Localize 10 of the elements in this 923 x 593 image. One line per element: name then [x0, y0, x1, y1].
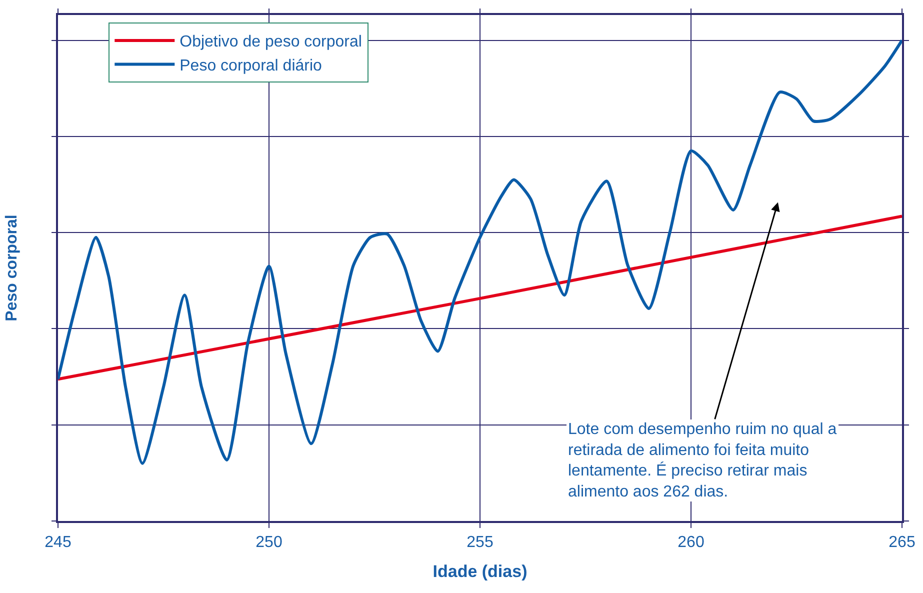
- legend-label: Objetivo de peso corporal: [180, 34, 362, 51]
- x-tick-label: 250: [256, 534, 282, 551]
- y-axis-title: Peso corporal: [4, 214, 21, 322]
- x-tick-label: 255: [466, 534, 494, 551]
- legend-label: Peso corporal diário: [180, 58, 322, 75]
- x-tick-label: 265: [888, 534, 916, 551]
- x-tick-label: 260: [678, 534, 704, 551]
- x-axis-title: Idade (dias): [432, 562, 528, 581]
- annotation: Lote com desempenho ruim no qual a retirada de alimento foi feita muito lentamente. É preciso retirar mais alimento aos 262 dias.: [568, 421, 837, 500]
- x-tick-label: 245: [44, 534, 72, 551]
